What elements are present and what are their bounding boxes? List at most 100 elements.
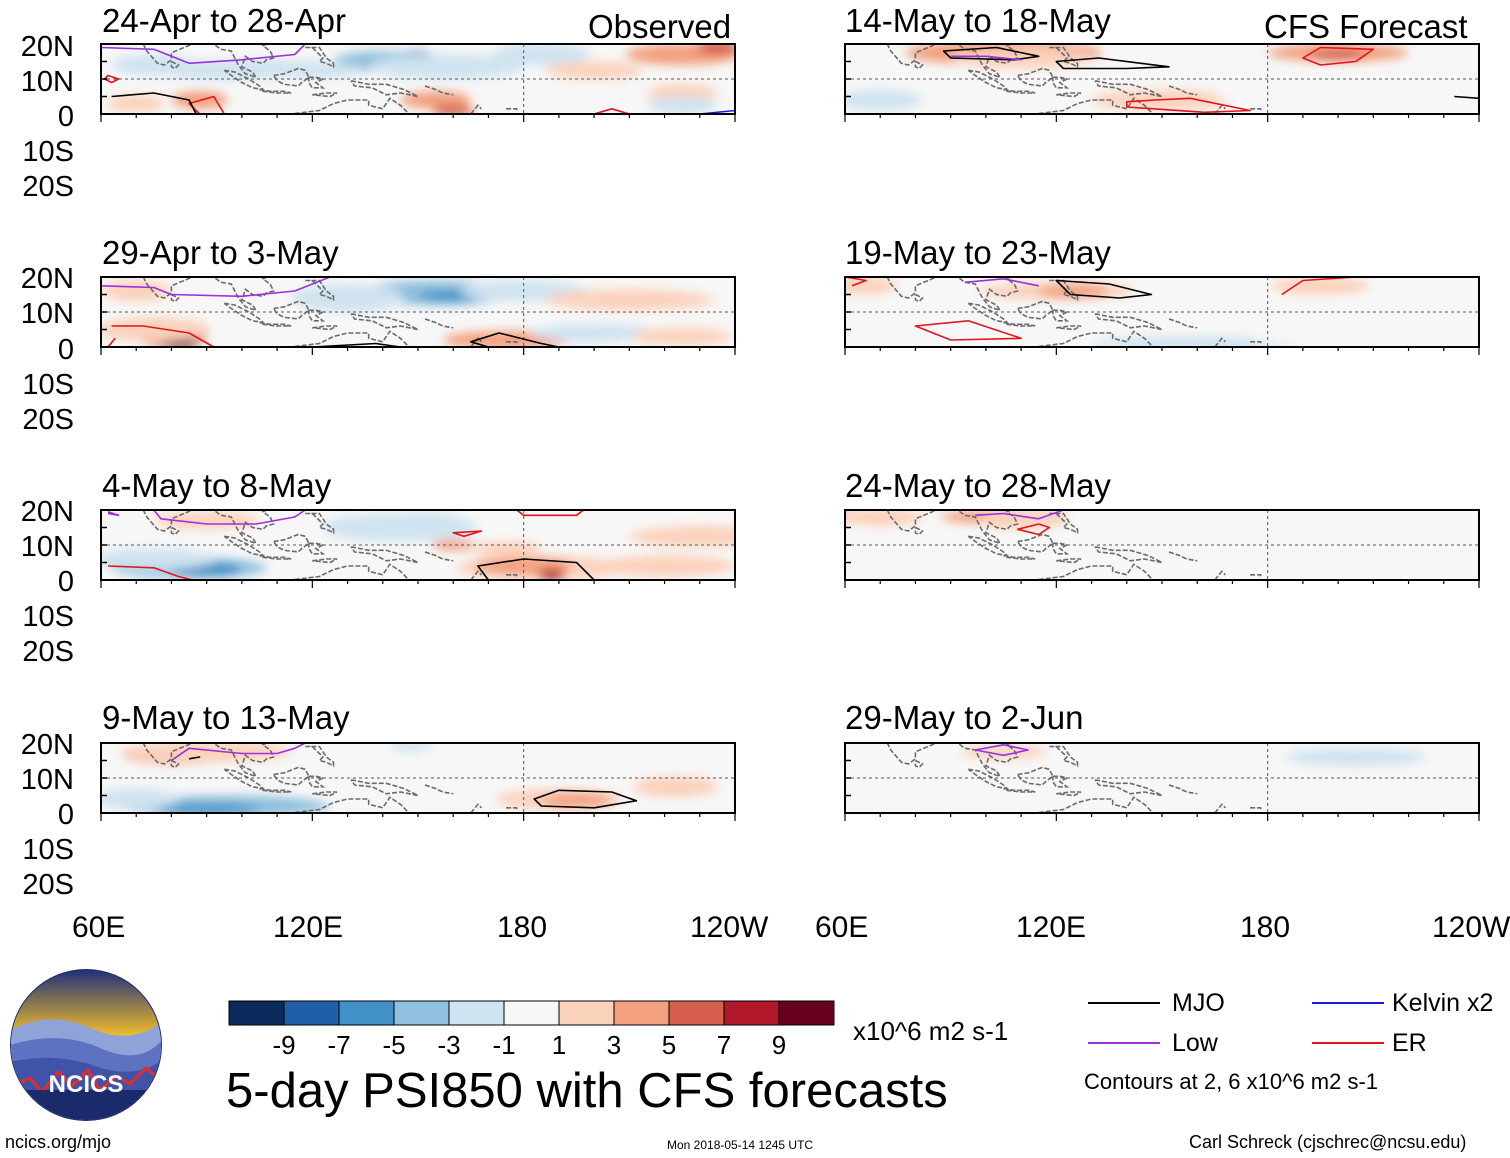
coastline (1049, 745, 1079, 768)
panel-title-7: 24-May to 28-May (845, 467, 1111, 504)
contour-red (1281, 277, 1356, 296)
contour-red (914, 320, 1022, 341)
anomaly-region (632, 327, 732, 346)
contour-red (188, 95, 226, 114)
coastline (1056, 791, 1082, 797)
colorbar-swatch (448, 1000, 505, 1026)
contour-red (103, 74, 120, 84)
map-panel (844, 276, 1480, 355)
coastline (1214, 803, 1226, 813)
colorbar-tick-label: -3 (437, 1030, 461, 1060)
contour-purple (974, 744, 1029, 757)
x-tick-label: 120W (690, 911, 769, 944)
colorbar-tick-label: -1 (492, 1030, 516, 1060)
contour-black (111, 92, 197, 114)
anomaly-region (101, 317, 211, 342)
anomaly-region (322, 513, 478, 542)
coastline (290, 330, 412, 347)
x-tick-label: 120W (1432, 911, 1510, 944)
coastline (1052, 76, 1070, 89)
y-tick-label: 10S (22, 369, 74, 401)
coastline (1049, 46, 1079, 69)
colorbar-tick-label: 3 (606, 1030, 622, 1060)
anomaly-region (1038, 284, 1110, 298)
anomaly-region (432, 539, 475, 551)
contour-black (1454, 95, 1479, 100)
author-credit: Carl Schreck (cjschrec@ncsu.edu) (1189, 1132, 1467, 1152)
contour-red (107, 565, 193, 580)
colorbar-tick-label: 5 (661, 1030, 677, 1060)
coastline (1250, 108, 1262, 113)
coastline (883, 743, 1019, 778)
coastline (1034, 330, 1156, 347)
coastline (1049, 512, 1079, 535)
anomaly-region (312, 785, 524, 806)
contour-black (477, 558, 595, 580)
coastline (1034, 563, 1156, 580)
figure-title: 5-day PSI850 with CFS forecasts (226, 1064, 948, 1118)
anomaly-region (101, 788, 179, 810)
coastline (1034, 796, 1156, 813)
coastline (1094, 779, 1163, 797)
coastline (308, 309, 326, 322)
coastline (1016, 533, 1054, 553)
contour-purple (101, 277, 331, 298)
coastline (506, 108, 518, 113)
coastline (1003, 88, 1036, 94)
anomaly-region (101, 548, 218, 570)
y-tick-label: 10S (22, 834, 74, 866)
colorbar-swatch (668, 1000, 725, 1026)
coastline (1034, 97, 1156, 114)
coastline (139, 510, 275, 545)
anomaly-region (845, 313, 976, 339)
map-panel (844, 742, 1480, 821)
y-tick-label: 20S (22, 171, 74, 203)
anomaly-region (845, 277, 898, 295)
coastline (1003, 787, 1036, 793)
y-tick-label: 10N (20, 66, 74, 98)
contour-purple (170, 743, 306, 762)
contour-black (470, 332, 560, 347)
colorbar-swatch (503, 1000, 560, 1026)
coastline (308, 775, 326, 788)
coastline (1016, 67, 1054, 87)
colorbar-swatch (393, 1000, 450, 1026)
coastline (312, 791, 338, 797)
y-tick-label: 20S (22, 404, 74, 436)
colorbar-tick-label: 9 (771, 1030, 787, 1060)
panel-title-3: 4-May to 8-May (102, 467, 332, 504)
y-tick-label: 20N (20, 31, 74, 63)
contour-black (1055, 279, 1153, 299)
coastline (1052, 542, 1070, 555)
y-tick-label: 0 (57, 566, 74, 598)
map-panel (100, 509, 736, 588)
y-tick-label: 10N (20, 531, 74, 563)
coastline (1052, 775, 1070, 788)
coastline (1056, 325, 1082, 331)
forecast-label: CFS Forecast (1264, 8, 1468, 45)
contour-red (1302, 46, 1375, 66)
coastline (883, 277, 1019, 312)
contour-red (107, 337, 116, 347)
y-tick-label: 10N (20, 298, 74, 330)
colorbar-swatch (778, 1000, 835, 1026)
coastline (259, 321, 292, 327)
y-tick-label: 20S (22, 636, 74, 668)
coastline (883, 510, 1019, 545)
source-link[interactable]: ncics.org/mjo (5, 1132, 112, 1152)
panel-title-8: 29-May to 2-Jun (845, 699, 1084, 736)
ncics-logo: NCICS (10, 969, 162, 1121)
anomaly-region (544, 289, 714, 311)
observed-label: Observed (588, 8, 732, 45)
anomaly-region (1056, 550, 1268, 568)
coastline (1003, 554, 1036, 560)
colorbar-tick-label: -9 (272, 1030, 296, 1060)
y-tick-label: 0 (57, 799, 74, 831)
anomaly-region (845, 510, 923, 526)
colorbar-swatch (228, 1000, 285, 1026)
contour-red (1126, 97, 1251, 114)
contour-red (452, 530, 483, 538)
coastline (424, 318, 454, 329)
coastline (424, 784, 454, 795)
contour-red (593, 108, 630, 114)
